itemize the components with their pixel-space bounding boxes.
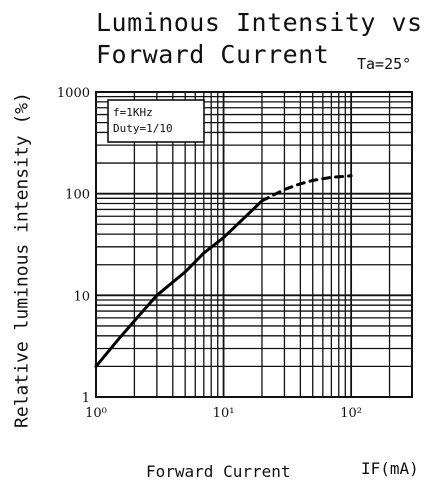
x-tick-label: 10⁰ — [85, 406, 107, 421]
x-tick-label: 10¹ — [213, 406, 235, 421]
annotation-frame — [107, 99, 205, 143]
chart-title-line-1: Luminous Intensity vs — [96, 8, 423, 37]
series-layer — [94, 174, 353, 368]
annotation-line: f=1KHz — [113, 106, 153, 119]
annotation-box: f=1KHz Duty=1/10 — [107, 99, 205, 143]
y-tick-label: 100 — [65, 188, 90, 203]
series-line-dashed — [260, 174, 353, 203]
x-axis-label: Forward Current — [146, 462, 291, 481]
series-line-solid — [94, 199, 264, 368]
grid-layer — [96, 92, 412, 397]
x-tick-label: 10² — [340, 406, 362, 421]
y-tick-label: 1000 — [57, 86, 90, 101]
chart-title-line-2: Forward Current — [96, 40, 330, 69]
annotation-line: Duty=1/10 — [113, 122, 173, 135]
tick-labels: 1 10 100 1000 10⁰ 10¹ 10² — [57, 86, 362, 421]
x-axis-unit-label: IF(mA) — [361, 459, 419, 478]
test-condition-label: Ta=25° — [357, 55, 412, 73]
y-tick-label: 1 — [82, 391, 90, 406]
y-tick-label: 10 — [73, 289, 90, 304]
plot-frame — [95, 91, 413, 398]
